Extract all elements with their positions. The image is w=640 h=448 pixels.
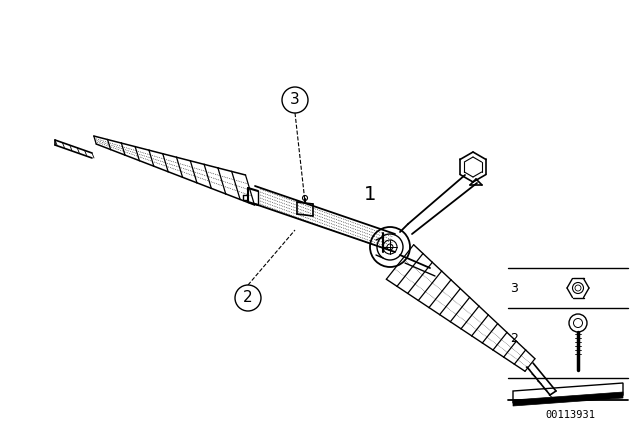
Text: 3: 3 [290, 92, 300, 108]
Circle shape [282, 87, 308, 113]
Circle shape [235, 285, 261, 311]
Text: 2: 2 [243, 290, 253, 306]
Polygon shape [513, 392, 623, 406]
Text: 1: 1 [364, 185, 376, 204]
Text: 3: 3 [510, 281, 518, 294]
Text: 2: 2 [510, 332, 518, 345]
Text: 00113931: 00113931 [545, 410, 595, 420]
